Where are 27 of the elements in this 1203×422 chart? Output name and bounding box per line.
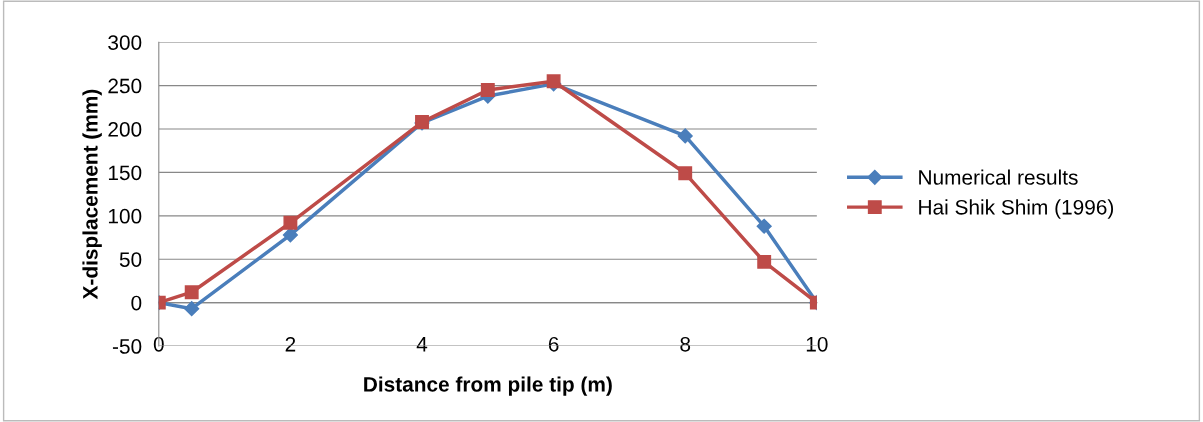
x-tick-label: 6 — [548, 336, 559, 352]
point — [678, 166, 693, 181]
y-tick-label: 50 — [119, 252, 142, 267]
point — [184, 285, 199, 300]
point — [283, 215, 298, 230]
x-tick-label: 4 — [416, 337, 428, 352]
x-tick-label: 2 — [285, 336, 296, 352]
y-tick-label: 150 — [108, 165, 142, 181]
point — [677, 128, 693, 144]
x-axis-title: Distance from pile tip (m) — [364, 376, 612, 396]
y-axis-title: X-displacement (mm) — [82, 89, 102, 300]
y-tick-label: 0 — [131, 295, 142, 311]
y-tick-label: 300 — [108, 35, 142, 50]
y-tick-label: 250 — [108, 78, 142, 94]
point — [282, 227, 298, 243]
y-tick-label: 200 — [108, 122, 142, 137]
point — [756, 218, 772, 234]
x-tick-label: 10 — [806, 336, 828, 352]
point — [480, 83, 495, 97]
point — [757, 254, 772, 269]
y-tick-label: 100 — [108, 208, 142, 224]
legend-label: Hai Shik Shim (1996) — [919, 199, 1114, 219]
point — [184, 301, 200, 317]
x-tick-label: 8 — [680, 336, 691, 352]
legend-label: Numerical results — [919, 169, 1078, 185]
y-tick-label: -50 — [112, 339, 142, 354]
x-tick-label: 0 — [153, 336, 164, 352]
